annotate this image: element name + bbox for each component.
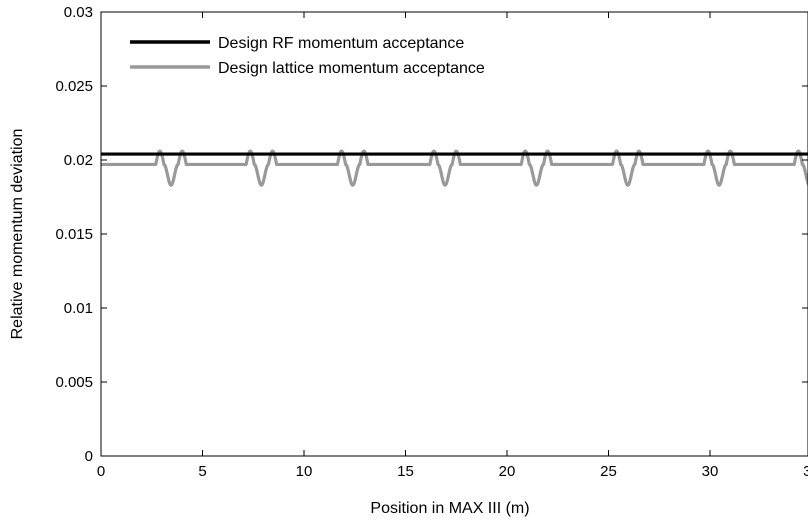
- x-tick-label: 35: [803, 463, 808, 480]
- y-tick-label: 0.03: [64, 4, 93, 21]
- series-layer: [101, 149, 808, 187]
- x-tick-label: 10: [296, 463, 313, 480]
- y-tick-label: 0.02: [64, 152, 93, 169]
- x-tick-label: 0: [97, 463, 105, 480]
- y-tick-label: 0: [85, 448, 93, 465]
- legend-label-lattice: Design lattice momentum acceptance: [218, 60, 485, 77]
- y-tick-label: 0.01: [64, 300, 93, 317]
- plot-area: [101, 12, 808, 456]
- y-tick-label: 0.015: [55, 226, 93, 243]
- y-tick-label: 0.005: [55, 374, 93, 391]
- x-tick-label: 20: [499, 463, 516, 480]
- legend: Design RF momentum acceptance Design lat…: [130, 35, 485, 77]
- x-tick-label: 25: [600, 463, 617, 480]
- x-tick-label: 15: [397, 463, 414, 480]
- legend-label-rf: Design RF momentum acceptance: [218, 35, 464, 52]
- y-tick-label: 0.025: [55, 78, 93, 95]
- y-axis-label: Relative momentum deviation: [9, 129, 26, 340]
- ticks-layer: 0 5 10 15 20 25 30 35 0 0.005 0.01 0.015 0.02 0.025 0.…: [55, 4, 808, 480]
- x-axis-label: Position in MAX III (m): [370, 500, 529, 517]
- x-tick-label: 5: [198, 463, 206, 480]
- x-tick-label: 30: [702, 463, 719, 480]
